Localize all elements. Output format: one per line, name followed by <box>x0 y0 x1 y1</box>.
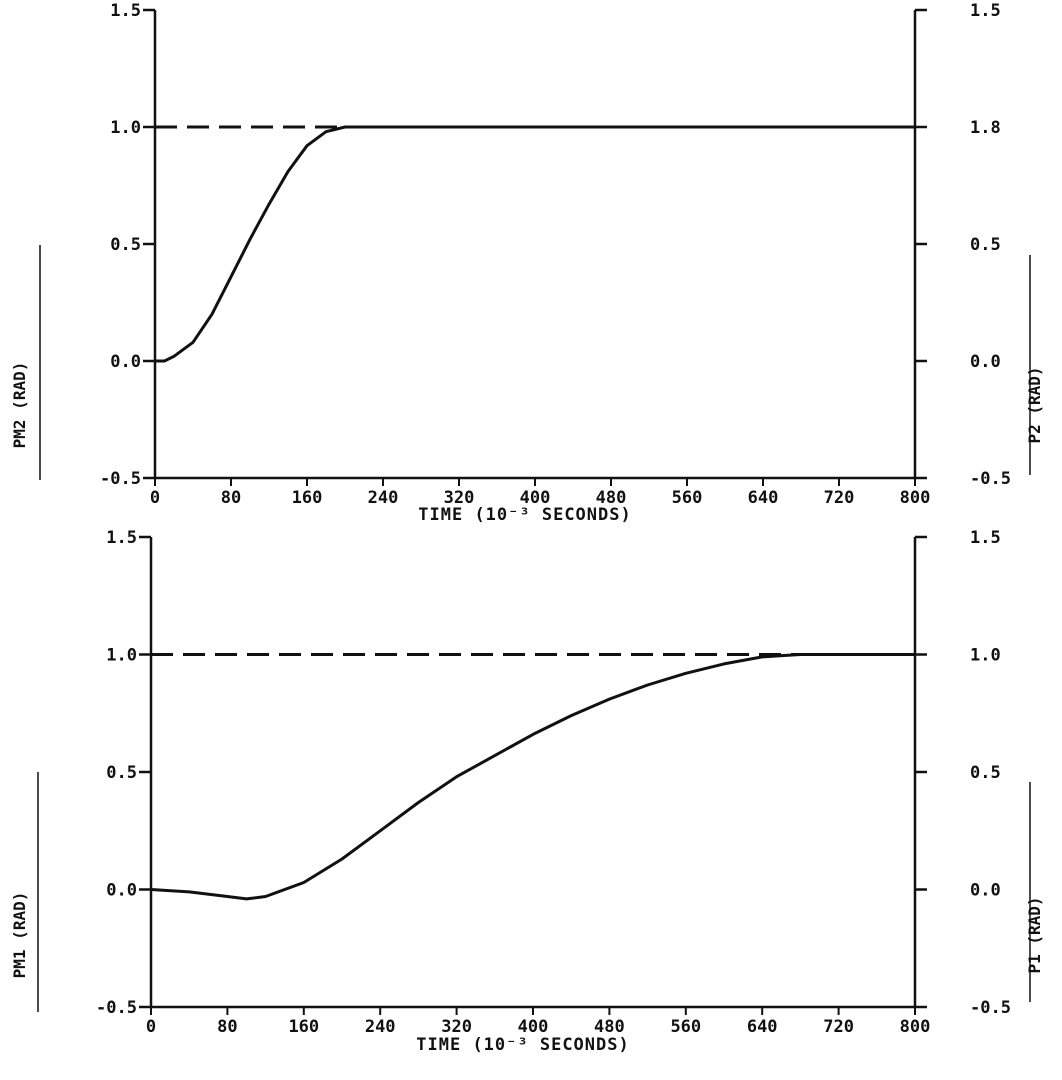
y-tick-label-right: 0.0 <box>970 352 1001 372</box>
x-tick-label: 240 <box>365 1017 396 1037</box>
x-tick-label: 640 <box>748 488 779 508</box>
y-tick-label-left: 0.5 <box>110 235 141 255</box>
y-axis-title-left: PM2 (RAD) <box>10 362 29 449</box>
x-tick-label: 160 <box>292 488 323 508</box>
x-tick-label: 0 <box>150 488 160 508</box>
y-tick-label-right: 0.0 <box>970 881 1001 901</box>
x-tick-label: 720 <box>823 1017 854 1037</box>
x-tick-label: 80 <box>217 1017 237 1037</box>
x-tick-label: 320 <box>441 1017 472 1037</box>
y-tick-label-right: 1.5 <box>970 1 1001 21</box>
x-tick-label: 720 <box>824 488 855 508</box>
y-tick-label-left: -0.5 <box>100 469 141 489</box>
x-tick-label: 0 <box>146 1017 156 1037</box>
x-tick-label: 560 <box>670 1017 701 1037</box>
x-tick-label: 480 <box>594 1017 625 1037</box>
y-tick-label-right: 1.8 <box>970 118 1001 138</box>
y-tick-label-left: 0.0 <box>106 881 137 901</box>
y-axis-title-right: P2 (RAD) <box>1025 366 1044 443</box>
x-axis-title: TIME (10⁻³ SECONDS) <box>418 505 631 525</box>
y-tick-label-right: 1.0 <box>970 646 1001 666</box>
x-tick-label: 320 <box>444 488 475 508</box>
x-tick-label: 560 <box>672 488 703 508</box>
response-curve-line <box>150 653 915 901</box>
x-tick-label: 80 <box>221 488 241 508</box>
x-tick-label: 240 <box>368 488 399 508</box>
y-tick-label-right: 0.5 <box>970 763 1001 783</box>
y-tick-label-right: 0.5 <box>970 235 1001 255</box>
y-tick-label-right: -0.5 <box>970 998 1011 1018</box>
bottom-chart-panel: -0.5 -0.5 0.0 0.0 0.5 0.5 1.0 1.0 1.5 1.5 0 80 160 24… <box>10 528 1044 1055</box>
x-tick-label: 160 <box>288 1017 319 1037</box>
y-tick-label-right: 1.5 <box>970 528 1001 548</box>
y-tick-label-left: 1.5 <box>110 1 141 21</box>
x-tick-label: 400 <box>520 488 551 508</box>
x-axis-title: TIME (10⁻³ SECONDS) <box>416 1035 629 1055</box>
y-tick-label-left: 1.0 <box>106 646 137 666</box>
y-axis-title-right: P1 (RAD) <box>1025 896 1044 973</box>
x-tick-label: 640 <box>747 1017 778 1037</box>
x-tick-label: 400 <box>518 1017 549 1037</box>
top-chart-panel: -0.5 -0.5 0.0 0.0 0.5 0.5 1.0 1.8 1.5 1.5 0 80 160 24… <box>10 1 1044 525</box>
y-tick-label-left: 0.0 <box>110 352 141 372</box>
y-tick-label-left: 1.5 <box>106 528 137 548</box>
x-tick-label: 480 <box>596 488 627 508</box>
y-tick-label-left: -0.5 <box>96 998 137 1018</box>
y-tick-label-left: 1.0 <box>110 118 141 138</box>
y-axis-title-left: PM1 (RAD) <box>10 892 29 979</box>
x-tick-label: 800 <box>900 1017 931 1037</box>
y-tick-label-right: -0.5 <box>970 469 1011 489</box>
response-curve-line <box>155 125 915 363</box>
x-tick-label: 800 <box>900 488 931 508</box>
y-tick-label-left: 0.5 <box>106 763 137 783</box>
